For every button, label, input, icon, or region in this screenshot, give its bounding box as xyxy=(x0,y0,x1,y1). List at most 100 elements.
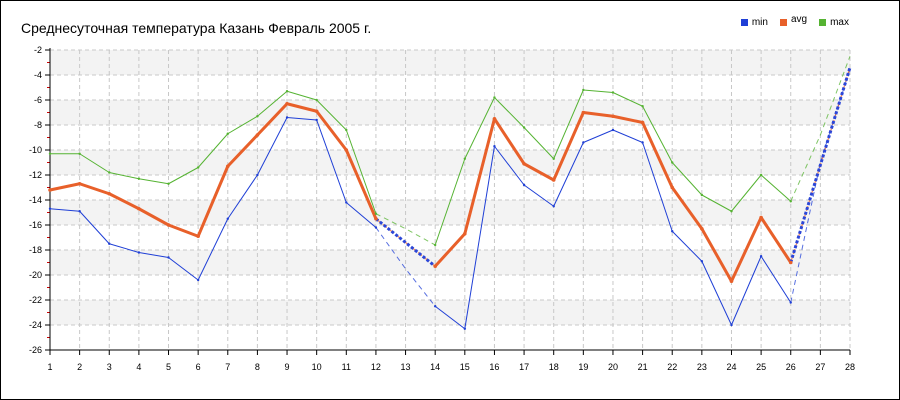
data-point-max xyxy=(345,128,348,132)
data-point-avg xyxy=(285,101,289,106)
data-point-avg xyxy=(48,188,52,192)
x-tick-label: 27 xyxy=(815,362,825,372)
data-point-min xyxy=(108,242,111,245)
x-tick-label: 9 xyxy=(285,362,290,372)
data-point-max xyxy=(522,126,526,129)
data-point-avg xyxy=(759,215,763,220)
plot-band xyxy=(50,300,850,325)
x-tick-label: 14 xyxy=(430,362,440,372)
legend-swatch-max xyxy=(819,19,827,26)
y-tick-label: -16 xyxy=(29,220,42,230)
x-tick-label: 5 xyxy=(166,362,171,372)
x-tick-label: 4 xyxy=(136,362,141,372)
data-point-avg xyxy=(225,164,230,169)
x-tick-label: 16 xyxy=(489,362,499,372)
data-point-max xyxy=(78,152,81,155)
series-min-estimate xyxy=(790,68,851,303)
x-tick-label: 10 xyxy=(312,362,322,372)
y-tick-label: -18 xyxy=(29,245,42,255)
data-point-avg xyxy=(611,114,615,119)
x-tick-label: 20 xyxy=(608,362,618,372)
series-min-line xyxy=(49,117,377,281)
data-point-max xyxy=(493,96,496,99)
data-point-min xyxy=(463,327,467,330)
y-tick-label: -20 xyxy=(29,270,42,280)
data-point-avg xyxy=(640,120,645,125)
x-tick-label: 2 xyxy=(77,362,82,372)
y-tick-label: -14 xyxy=(29,195,42,205)
y-tick-label: -10 xyxy=(29,145,42,155)
legend-item-min: min xyxy=(740,17,768,28)
x-tick-label: 24 xyxy=(726,362,736,372)
data-point-max xyxy=(137,177,141,180)
x-tick-label: 12 xyxy=(371,362,381,372)
x-tick-label: 15 xyxy=(460,362,470,372)
data-point-max xyxy=(671,161,674,164)
plot-band xyxy=(50,150,850,175)
x-tick-label: 26 xyxy=(786,362,796,372)
data-point-min xyxy=(730,323,733,327)
avg-gap-overlay xyxy=(789,67,852,263)
data-point-avg xyxy=(314,109,319,114)
x-tick-label: 22 xyxy=(667,362,677,372)
chart-legend: min avg max xyxy=(740,14,849,28)
data-point-min xyxy=(582,141,585,144)
plot-band xyxy=(50,250,850,275)
data-point-min xyxy=(700,260,704,263)
y-tick-label: -6 xyxy=(34,95,42,105)
data-point-min xyxy=(315,118,318,122)
data-point-max xyxy=(641,105,644,108)
series-max-line xyxy=(50,90,377,214)
data-point-avg xyxy=(551,178,556,182)
x-tick-label: 7 xyxy=(225,362,230,372)
data-point-min xyxy=(671,230,674,233)
data-point-avg xyxy=(729,279,734,284)
data-point-min xyxy=(167,256,170,259)
x-tick-label: 25 xyxy=(756,362,766,372)
data-point-max xyxy=(730,210,733,213)
data-point-min xyxy=(137,251,141,254)
data-point-avg xyxy=(581,110,586,115)
x-tick-label: 1 xyxy=(47,362,52,372)
data-point-min xyxy=(433,305,437,308)
y-tick-label: -8 xyxy=(34,120,42,130)
legend-label-min: min xyxy=(751,17,768,28)
legend-item-max: max xyxy=(819,17,849,28)
data-point-avg xyxy=(77,181,82,186)
chart-title: Среднесуточная температура Казань Феврал… xyxy=(21,20,372,36)
data-point-avg xyxy=(522,161,526,166)
data-point-max xyxy=(285,90,289,93)
data-point-max xyxy=(108,171,111,174)
series-max-estimate xyxy=(375,213,436,246)
plot-band xyxy=(50,50,850,75)
x-tick-label: 13 xyxy=(401,362,411,372)
data-point-min xyxy=(48,207,52,210)
x-tick-label: 23 xyxy=(697,362,707,372)
legend-label-max: max xyxy=(830,17,849,28)
data-point-max xyxy=(48,152,52,155)
legend-swatch-avg xyxy=(779,19,787,26)
y-tick-label: -12 xyxy=(29,170,42,180)
series-avg-line xyxy=(49,102,378,238)
legend-item-avg: avg xyxy=(779,14,807,28)
plot-band xyxy=(50,200,850,225)
data-point-avg xyxy=(196,234,200,239)
y-tick-label: -22 xyxy=(29,295,42,305)
data-point-max xyxy=(315,98,318,102)
data-point-min xyxy=(493,145,496,148)
data-point-max xyxy=(700,193,704,197)
data-point-avg xyxy=(344,148,349,152)
x-tick-label: 18 xyxy=(549,362,559,372)
x-tick-label: 21 xyxy=(638,362,648,372)
x-tick-label: 8 xyxy=(255,362,260,372)
data-point-avg xyxy=(463,231,467,236)
data-point-max xyxy=(374,212,378,215)
data-point-avg xyxy=(166,223,171,227)
data-point-avg xyxy=(107,191,112,196)
x-tick-label: 28 xyxy=(845,362,855,372)
x-tick-label: 3 xyxy=(107,362,112,372)
data-point-max xyxy=(582,88,585,92)
data-point-max xyxy=(611,91,615,94)
